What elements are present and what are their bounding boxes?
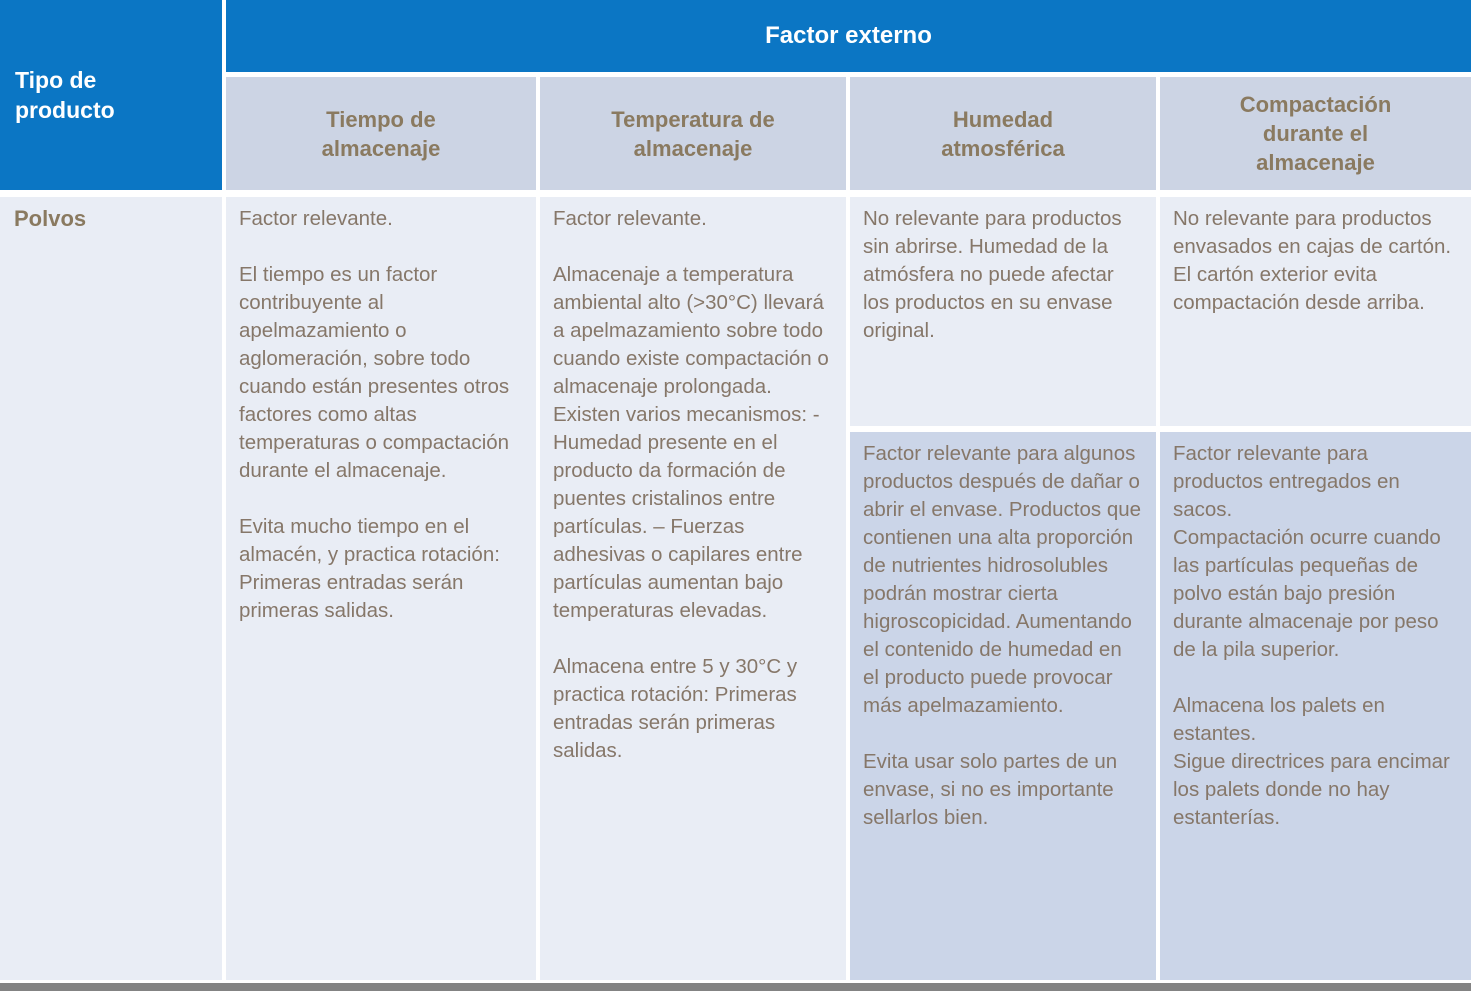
cell-polvos-compactacion-factor-relevante: Factor relevante para productos entregad… <box>1160 432 1471 980</box>
column-header-temperatura-de-almacenaje: Temperatura de almacenaje <box>540 77 846 190</box>
cell-polvos-compactacion-no-relevante: No relevante para productos envasados en… <box>1160 197 1471 426</box>
row-label-polvos: Polvos <box>0 197 222 980</box>
bottom-divider-bar <box>0 983 1471 991</box>
corner-header-tipo-de-producto: Tipo de producto <box>0 0 222 190</box>
cell-polvos-humedad-no-relevante: No relevante para productos sin abrirse.… <box>850 197 1156 426</box>
group-header-factor-externo: Factor externo <box>226 0 1471 72</box>
column-header-humedad-atmosferica: Humedad atmosférica <box>850 77 1156 190</box>
cell-polvos-tiempo-de-almacenaje: Factor relevante. El tiempo es un factor… <box>226 197 536 980</box>
column-header-tiempo-de-almacenaje: Tiempo de almacenaje <box>226 77 536 190</box>
cell-polvos-temperatura-de-almacenaje: Factor relevante. Almacenaje a temperatu… <box>540 197 846 980</box>
column-header-compactacion-durante-el-almacenaje: Compactación durante el almacenaje <box>1160 77 1471 190</box>
cell-polvos-humedad-factor-relevante: Factor relevante para algunos productos … <box>850 432 1156 980</box>
